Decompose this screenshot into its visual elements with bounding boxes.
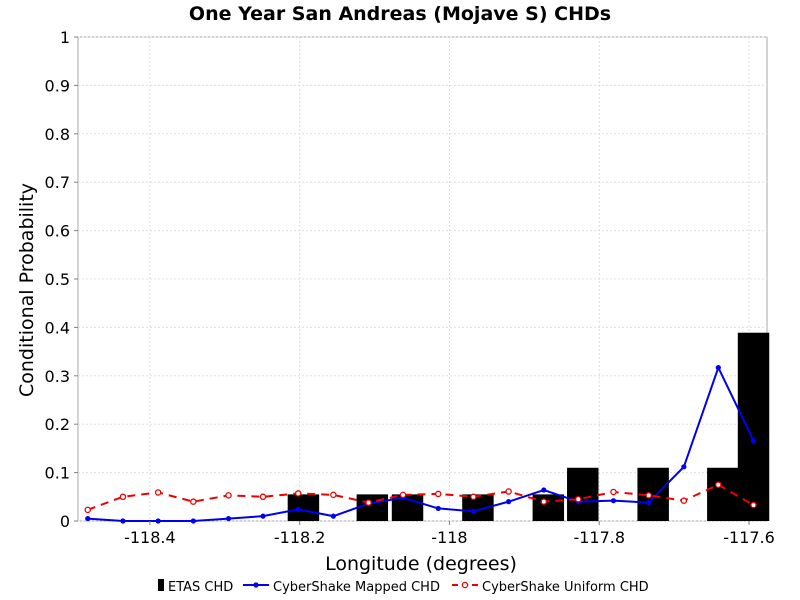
- y-tick-label: 0.4: [45, 318, 70, 337]
- bar: [737, 332, 770, 521]
- y-tick-label: 0.9: [45, 76, 70, 95]
- legend-marker: [253, 582, 259, 588]
- series-line: [87, 483, 755, 511]
- legend: ETAS CHD CyberShake Mapped CHD CyberShake …: [158, 579, 649, 595]
- y-tick-label: 0.8: [45, 125, 70, 144]
- y-tick-label: 1: [60, 28, 70, 47]
- data-point: [750, 438, 757, 444]
- data-point: [435, 505, 441, 512]
- y-tick-label: 0.3: [45, 367, 70, 386]
- bar: [532, 494, 565, 521]
- data-point: [470, 493, 477, 501]
- y-tick-label: 0.6: [45, 222, 70, 241]
- data-point: [225, 515, 232, 522]
- data-point: [715, 481, 722, 488]
- data-point: [541, 487, 547, 493]
- y-tick-label: 0.5: [45, 270, 70, 289]
- y-tick-label: 0: [60, 512, 70, 531]
- x-tick-label: -117.6: [723, 528, 775, 547]
- y-axis-ticks: 0 0.1 0.2 0.3 0.4 0.5 0.6 0.7 0.8 0.9 1: [45, 28, 78, 531]
- data-point: [434, 490, 442, 498]
- y-axis-label: Conditional Probability: [16, 183, 38, 397]
- data-point: [645, 492, 652, 499]
- data-point: [330, 513, 336, 519]
- data-point: [259, 493, 267, 501]
- x-tick-label: -117.8: [573, 528, 625, 547]
- data-point: [715, 364, 721, 371]
- data-point: [190, 498, 197, 505]
- data-point: [750, 501, 757, 509]
- data-point: [155, 518, 161, 524]
- y-tick-label: 0.7: [45, 173, 70, 192]
- x-tick-label: -118.4: [124, 528, 176, 547]
- data-point: [610, 488, 617, 496]
- bar: [567, 467, 599, 521]
- data-point: [85, 515, 91, 522]
- x-tick-label: -118.2: [274, 528, 326, 547]
- y-tick-label: 0.2: [45, 415, 70, 434]
- series-line: [87, 364, 755, 522]
- legend-label: CyberShake Uniform CHD: [482, 580, 649, 595]
- data-point: [646, 500, 652, 506]
- data-point: [295, 506, 301, 512]
- data-point: [505, 488, 512, 495]
- data-point: [540, 498, 548, 505]
- data-point: [470, 508, 477, 514]
- legend-label: ETAS CHD: [168, 580, 233, 595]
- data-point: [84, 506, 91, 514]
- data-point: [294, 490, 302, 497]
- data-point: [119, 493, 127, 501]
- line-series: [84, 364, 757, 524]
- data-point: [610, 498, 617, 504]
- data-point: [330, 491, 337, 499]
- legend-swatch: [158, 579, 164, 591]
- x-tick-label: -118: [431, 528, 467, 547]
- legend-label: CyberShake Mapped CHD: [273, 580, 440, 595]
- data-point: [225, 492, 232, 499]
- data-point: [681, 464, 687, 470]
- data-point: [575, 495, 582, 503]
- bar: [287, 494, 320, 521]
- x-axis-label: Longitude (degrees): [325, 553, 517, 575]
- data-point: [120, 518, 126, 524]
- data-point: [154, 489, 162, 496]
- data-point: [680, 497, 688, 504]
- data-point: [365, 499, 372, 506]
- legend-marker: [461, 581, 469, 589]
- x-axis-ticks: -118.4 -118.2 -118 -117.8 -117.6: [124, 521, 775, 547]
- data-point: [506, 499, 512, 505]
- chart-title: One Year San Andreas (Mojave S) CHDs: [189, 3, 611, 25]
- data-point: [260, 513, 266, 519]
- y-tick-label: 0.1: [45, 464, 70, 483]
- data-point: [190, 518, 196, 524]
- data-point: [399, 491, 407, 499]
